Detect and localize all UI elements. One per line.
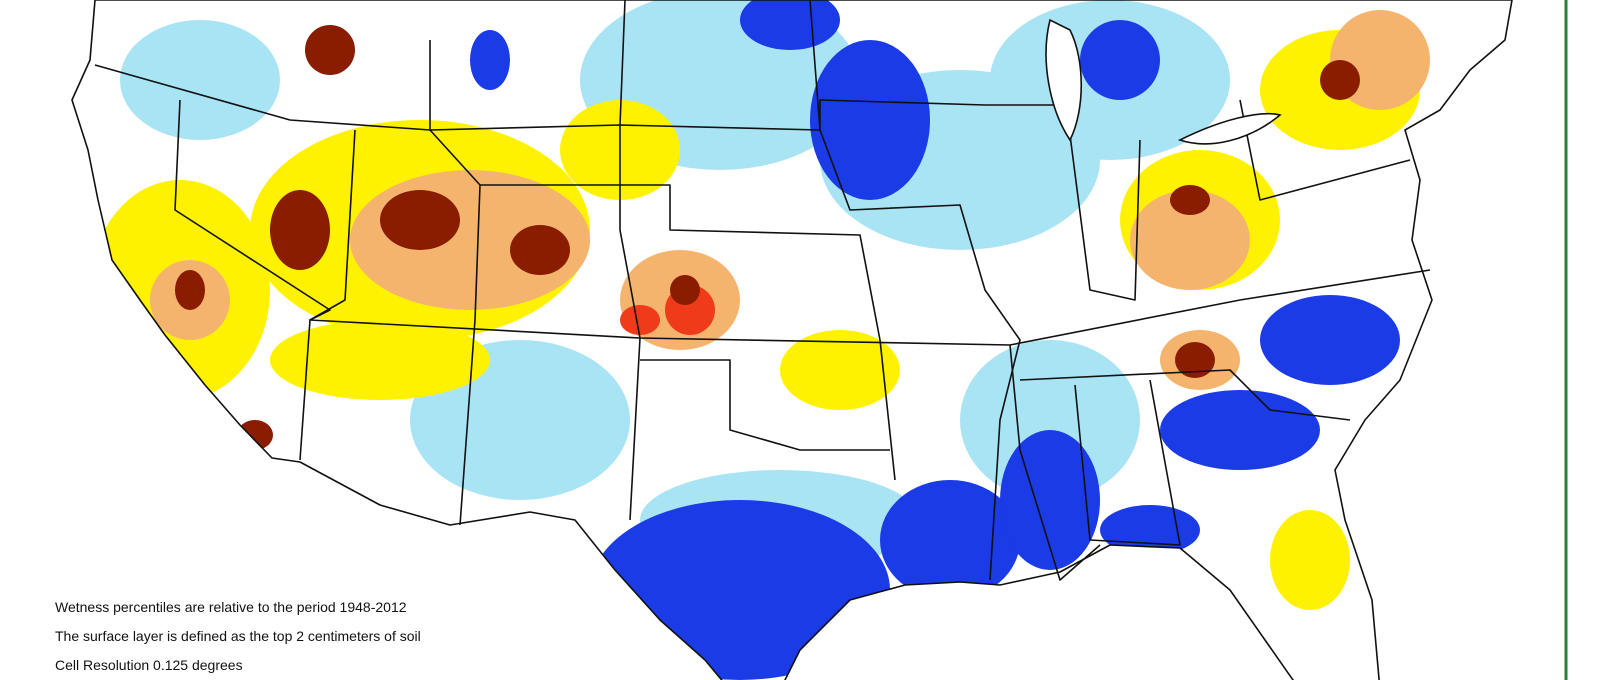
state-border <box>1019 369 1351 421</box>
state-border <box>1074 379 1181 546</box>
state-border <box>299 129 356 461</box>
state-border <box>619 0 641 521</box>
note: Cell Resolution 0.125 degrees <box>55 657 243 673</box>
state-border <box>809 0 1021 581</box>
note: Wetness percentiles are relative to the … <box>55 599 407 615</box>
note: The surface layer is defined as the top … <box>55 628 421 644</box>
lake-erie <box>1177 112 1282 145</box>
dark-red-areas <box>175 25 1360 450</box>
state-border <box>640 359 890 451</box>
lake-michigan <box>1045 18 1082 142</box>
wetness-field <box>90 0 1430 680</box>
state-border <box>1069 134 1141 301</box>
state-border <box>1009 344 1101 581</box>
state-border <box>94 64 1060 131</box>
state-border <box>480 184 896 481</box>
state-borders <box>71 0 1513 680</box>
